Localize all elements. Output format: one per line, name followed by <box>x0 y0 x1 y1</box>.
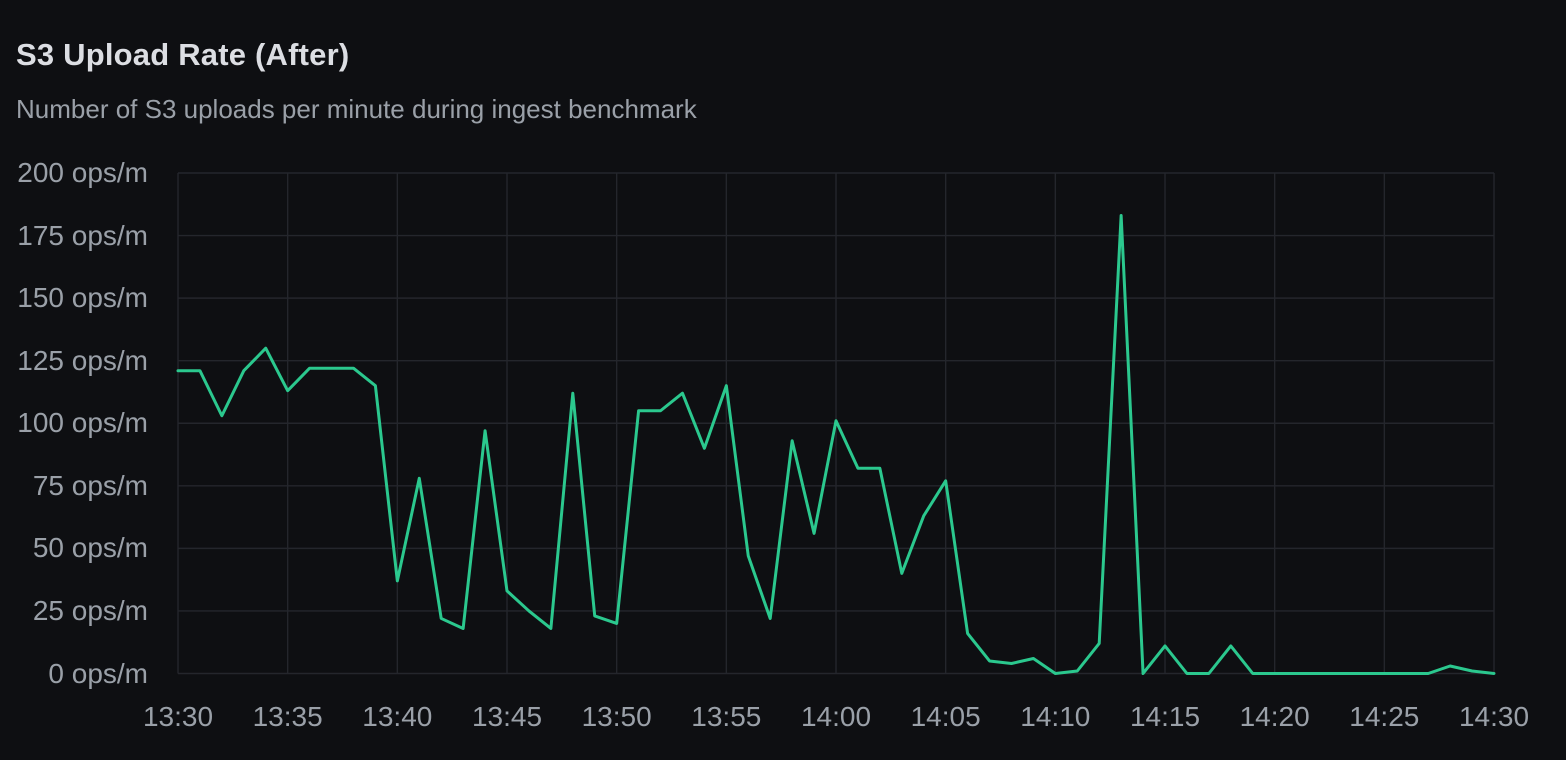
x-tick-label: 13:55 <box>691 701 762 732</box>
y-tick-label: 175 ops/m <box>17 219 148 251</box>
x-tick-label: 13:40 <box>362 701 433 732</box>
x-tick-label: 13:45 <box>471 701 543 732</box>
x-tick-label: 13:30 <box>142 701 214 732</box>
series-line <box>176 214 1496 675</box>
x-tick-label: 14:30 <box>1458 701 1530 732</box>
y-tick-label: 50 ops/m <box>32 532 148 564</box>
x-tick-label: 14:00 <box>800 701 872 732</box>
x-tick-label: 14:15 <box>1129 701 1201 732</box>
y-tick-label: 75 ops/m <box>32 469 148 501</box>
y-tick-label: 150 ops/m <box>17 282 148 314</box>
x-tick-label: 13:35 <box>252 701 323 732</box>
y-tick-label: 125 ops/m <box>17 344 148 376</box>
x-tick-label: 14:25 <box>1349 701 1420 732</box>
chart-title: S3 Upload Rate (After) <box>16 37 350 72</box>
x-tick-label: 14:05 <box>910 701 981 732</box>
x-tick-label: 14:10 <box>1020 701 1091 732</box>
y-tick-label: 200 ops/m <box>17 157 148 188</box>
chart-subtitle: Number of S3 uploads per minute during i… <box>16 94 697 124</box>
y-tick-label: 0 ops/m <box>48 657 148 689</box>
y-tick-label: 100 ops/m <box>17 407 148 439</box>
x-tick-label: 14:20 <box>1239 701 1310 732</box>
x-tick-label: 13:50 <box>581 701 652 732</box>
y-tick-label: 25 ops/m <box>32 594 148 626</box>
